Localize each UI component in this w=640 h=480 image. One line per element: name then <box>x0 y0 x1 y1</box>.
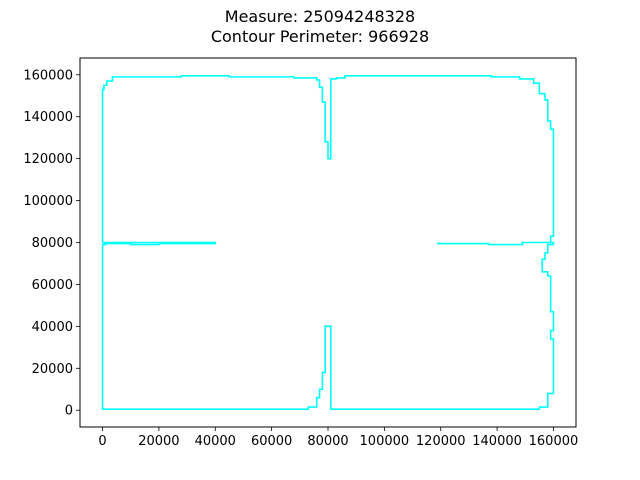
contour-line-0-segment <box>437 241 551 246</box>
y-tick-label: 20000 <box>32 362 73 377</box>
x-tick-label: 120000 <box>416 434 466 449</box>
x-tick-label: 40000 <box>195 434 236 449</box>
x-tick-label: 140000 <box>472 434 522 449</box>
x-tick-label: 160000 <box>529 434 579 449</box>
x-tick-label: 80000 <box>307 434 348 449</box>
y-tick-label: 160000 <box>23 68 73 83</box>
x-tick-label: 60000 <box>251 434 292 449</box>
chart-title-line-1: Measure: 25094248328 <box>224 7 416 26</box>
contour-line-0 <box>101 75 555 410</box>
x-tick-label: 100000 <box>360 434 410 449</box>
x-tick-label: 20000 <box>138 434 179 449</box>
y-tick-label: 140000 <box>23 110 73 125</box>
y-tick-label: 60000 <box>32 278 73 293</box>
x-tick-label: 0 <box>98 434 106 449</box>
y-tick-label: 40000 <box>32 320 73 335</box>
x-axis-ticks: 0 20000 40000 60000 80000 100000 120000 140000 1… <box>98 427 578 449</box>
y-tick-label: 120000 <box>23 152 73 167</box>
chart-title: Measure: 25094248328 Contour Perimeter: … <box>0 7 640 47</box>
y-tick-label: 100000 <box>23 194 73 209</box>
y-axis-ticks: 0 20000 40000 60000 80000 100000 120000 140000 1… <box>23 68 80 419</box>
y-tick-label: 80000 <box>32 236 73 251</box>
contour-marks <box>101 75 555 410</box>
y-tick-label: 0 <box>65 404 73 419</box>
chart-title-line-2: Contour Perimeter: 966928 <box>210 27 430 46</box>
